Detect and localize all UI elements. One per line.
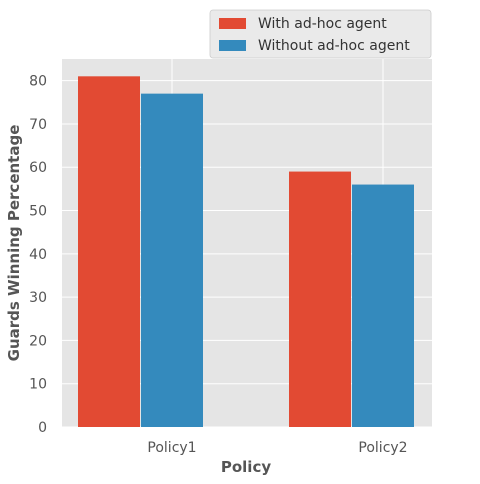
bar [352,184,414,427]
x-axis-label: Policy [221,458,271,476]
y-tick-labels: 0 10 20 30 40 50 60 70 80 [29,74,47,436]
y-tick-label: 70 [29,117,47,133]
bars [78,76,414,428]
y-tick-label: 80 [29,74,47,90]
y-tick-label: 20 [29,333,47,349]
x-tick-labels: Policy1 Policy2 [147,440,407,456]
legend-swatch [219,40,246,51]
y-tick-label: 10 [29,377,47,393]
y-tick-label: 40 [29,247,47,263]
x-tick-label: Policy1 [147,440,196,456]
x-tick-label: Policy2 [358,440,407,456]
legend-swatch [219,18,246,29]
legend: With ad-hoc agent Without ad-hoc agent [209,9,432,59]
legend-label: With ad-hoc agent [258,16,387,32]
y-tick-label: 30 [29,290,47,306]
bar [78,76,140,427]
bar [289,171,351,427]
y-tick-label: 0 [38,420,47,436]
legend-box [209,9,432,59]
y-tick-label: 50 [29,204,47,220]
y-tick-label: 60 [29,160,47,176]
bar [141,93,203,428]
y-axis-label: Guards Winning Percentage [5,125,23,362]
legend-label: Without ad-hoc agent [258,38,410,54]
